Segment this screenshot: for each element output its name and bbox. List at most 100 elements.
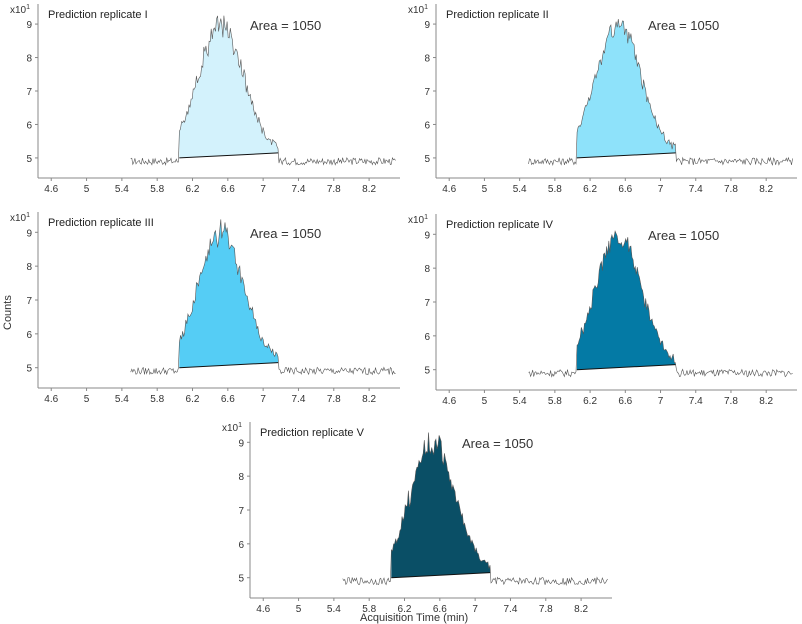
y-tick-label: 8 bbox=[424, 54, 430, 65]
x-tick-label: 5.8 bbox=[362, 604, 376, 615]
peak-baseline bbox=[179, 152, 279, 159]
y-tick-label: 6 bbox=[424, 120, 430, 131]
x-tick-label: 5.8 bbox=[150, 184, 164, 195]
x-tick-label: 5 bbox=[482, 396, 488, 407]
x-tick-label: 5.8 bbox=[548, 184, 562, 195]
y-tick-label: 9 bbox=[424, 230, 430, 241]
y-tick-label: 9 bbox=[26, 20, 32, 31]
peak-area bbox=[576, 19, 676, 158]
signal-trace bbox=[528, 19, 793, 167]
x-tick-label: 7.4 bbox=[504, 604, 518, 615]
x-tick-label: 8.2 bbox=[574, 604, 588, 615]
y-multiplier-exponent: 1 bbox=[424, 4, 428, 11]
x-tick-label: 7.8 bbox=[327, 394, 341, 405]
x-tick-label: 7.8 bbox=[539, 604, 553, 615]
y-tick-label: 7 bbox=[424, 87, 430, 98]
y-tick-label: 5 bbox=[26, 364, 32, 375]
peak-baseline bbox=[576, 152, 676, 159]
area-annotation: Area = 1050 bbox=[250, 226, 321, 241]
x-tick-label: 6.2 bbox=[398, 604, 412, 615]
panel-title: Prediction replicate III bbox=[48, 217, 154, 229]
panel-title: Prediction replicate I bbox=[48, 9, 148, 21]
y-tick-label: 6 bbox=[238, 540, 244, 551]
x-tick-label: 7.4 bbox=[292, 184, 306, 195]
x-tick-label: 6.6 bbox=[221, 184, 235, 195]
x-tick-label: 4.6 bbox=[256, 604, 270, 615]
y-tick-label: 6 bbox=[26, 330, 32, 341]
x-tick-label: 7 bbox=[260, 184, 266, 195]
y-multiplier-exponent: 1 bbox=[26, 4, 30, 11]
x-tick-label: 5.4 bbox=[513, 184, 527, 195]
x-tick-label: 8.2 bbox=[362, 184, 376, 195]
y-multiplier: x101 bbox=[408, 214, 428, 226]
x-tick-label: 6.6 bbox=[221, 394, 235, 405]
panel-title: Prediction replicate V bbox=[260, 427, 365, 439]
panel-4: x101 5 6 7 8 9 4.6 5 5.4 5.8 6.2 6.6 7 7.4 7.8 8.2 Predi… bbox=[408, 214, 797, 407]
y-tick-label: 9 bbox=[26, 228, 32, 239]
x-tick-label: 8.2 bbox=[362, 394, 376, 405]
y-multiplier-exponent: 1 bbox=[26, 212, 30, 219]
x-tick-label: 6.6 bbox=[618, 396, 632, 407]
y-multiplier: x101 bbox=[10, 4, 30, 16]
y-tick-label: 6 bbox=[26, 120, 32, 131]
y-tick-label: 8 bbox=[26, 262, 32, 273]
x-tick-label: 6.2 bbox=[186, 394, 200, 405]
peak-area bbox=[576, 231, 676, 370]
x-tick-label: 5.4 bbox=[327, 604, 341, 615]
x-tick-label: 5.4 bbox=[513, 396, 527, 407]
peak-area bbox=[391, 432, 491, 578]
x-tick-label: 6.2 bbox=[186, 184, 200, 195]
x-tick-label: 5.8 bbox=[150, 394, 164, 405]
x-tick-label: 5 bbox=[296, 604, 302, 615]
y-tick-label: 9 bbox=[424, 20, 430, 31]
x-axis-label: Acquisition Time (min) bbox=[360, 612, 469, 624]
x-tick-label: 8.2 bbox=[759, 184, 773, 195]
y-tick-label: 7 bbox=[424, 298, 430, 309]
y-multiplier: x101 bbox=[408, 4, 428, 16]
panel-3: x101 5 6 7 8 9 4.6 5 5.4 5.8 6.2 6.6 7 7.4 7.8 8.2 Predi… bbox=[10, 212, 400, 405]
x-tick-label: 7 bbox=[260, 394, 266, 405]
x-tick-label: 7.8 bbox=[724, 184, 738, 195]
y-tick-label: 5 bbox=[26, 154, 32, 165]
x-tick-label: 7.8 bbox=[327, 184, 341, 195]
y-multiplier-exponent: 1 bbox=[424, 214, 428, 221]
y-tick-label: 8 bbox=[238, 472, 244, 483]
y-tick-label: 7 bbox=[26, 87, 32, 98]
y-tick-label: 9 bbox=[238, 438, 244, 449]
x-tick-label: 5.8 bbox=[548, 396, 562, 407]
x-tick-label: 5 bbox=[482, 184, 488, 195]
x-tick-label: 4.6 bbox=[44, 184, 58, 195]
x-tick-label: 7 bbox=[472, 604, 478, 615]
x-tick-label: 8.2 bbox=[759, 396, 773, 407]
x-tick-label: 7.4 bbox=[689, 396, 703, 407]
signal-trace bbox=[342, 432, 608, 586]
panel-title: Prediction replicate II bbox=[446, 9, 549, 21]
area-annotation: Area = 1050 bbox=[462, 436, 533, 451]
x-tick-label: 7 bbox=[658, 184, 664, 195]
x-tick-label: 7.8 bbox=[724, 396, 738, 407]
peak-baseline bbox=[576, 364, 676, 371]
x-tick-label: 4.6 bbox=[442, 396, 456, 407]
x-tick-label: 6.2 bbox=[583, 184, 597, 195]
x-tick-label: 5 bbox=[84, 394, 90, 405]
panel-5: x101 5 6 7 8 9 4.6 5 5.4 5.8 6.2 6.6 7 7.4 7.8 8.2 Predi… bbox=[222, 422, 612, 615]
x-tick-label: 4.6 bbox=[44, 394, 58, 405]
y-tick-label: 5 bbox=[238, 574, 244, 585]
x-tick-label: 4.6 bbox=[442, 184, 456, 195]
y-tick-label: 5 bbox=[424, 366, 430, 377]
area-annotation: Area = 1050 bbox=[648, 18, 719, 33]
y-tick-label: 8 bbox=[424, 264, 430, 275]
y-tick-label: 7 bbox=[238, 506, 244, 517]
area-annotation: Area = 1050 bbox=[250, 18, 321, 33]
y-tick-label: 6 bbox=[424, 332, 430, 343]
signal-trace bbox=[528, 230, 793, 378]
x-tick-label: 5.4 bbox=[115, 394, 129, 405]
y-tick-label: 5 bbox=[424, 154, 430, 165]
y-tick-label: 8 bbox=[26, 54, 32, 65]
signal-trace bbox=[130, 15, 396, 166]
x-tick-label: 7 bbox=[658, 396, 664, 407]
y-tick-label: 7 bbox=[26, 296, 32, 307]
x-tick-label: 5 bbox=[84, 184, 90, 195]
panel-title: Prediction replicate IV bbox=[446, 219, 554, 231]
